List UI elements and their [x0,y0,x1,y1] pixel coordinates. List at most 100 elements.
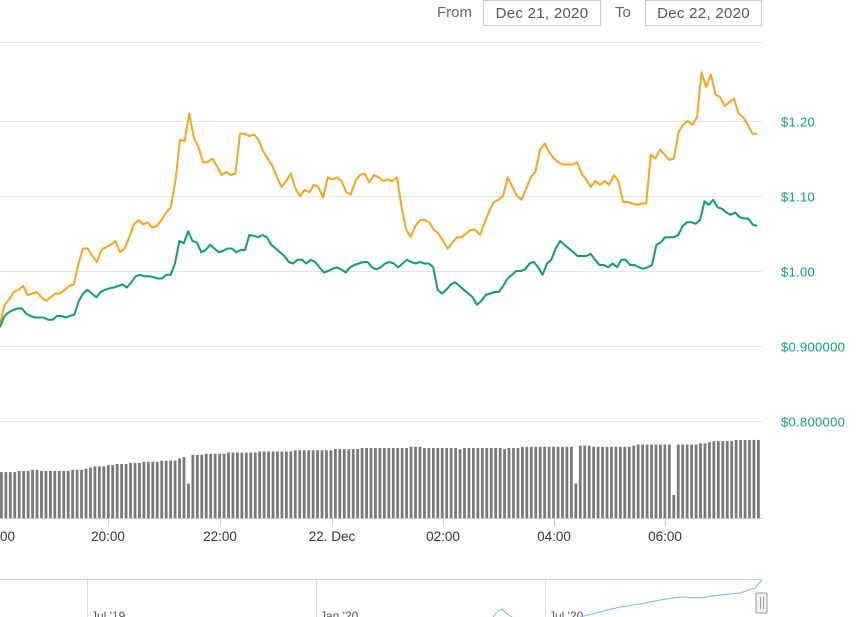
volume-bar [75,469,79,518]
to-date-input[interactable]: Dec 22, 2020 [645,0,762,26]
volume-bar [627,446,631,518]
volume-bar [552,446,555,518]
volume-bar [543,446,547,518]
price-series[interactable] [0,71,758,328]
volume-bar [276,451,279,518]
volume-bar [316,450,319,518]
volume-bar [378,447,382,518]
x-tick-label: 20:00 [91,529,125,544]
volume-bar [351,449,355,518]
volume-bar [725,441,729,518]
volume-bar [262,451,266,518]
volume-bar [146,461,150,518]
volume-bar [618,446,622,518]
volume-bar [556,446,560,518]
volume-bar [347,449,351,518]
volume-bar [716,441,720,518]
volume-bar [489,447,493,518]
volume-bar [445,447,449,518]
grid-lines [0,42,762,422]
volume-bar [699,443,702,518]
volume-bar [240,452,244,518]
volume-bar [512,447,515,518]
volume-bar [62,470,66,518]
volume-bar [182,457,186,518]
volume-bar [578,445,582,518]
volume-bar [311,450,315,518]
x-tick-label: 06:00 [648,529,682,544]
volume-bar [565,446,569,518]
volume-bar [209,453,213,518]
volume-bar [173,460,177,518]
volume-bar [583,445,587,518]
volume-bar [164,460,168,518]
from-date-input[interactable]: Dec 21, 2020 [483,0,601,26]
volume-bar [587,445,591,518]
volume-bar [89,467,92,518]
volume-bar [66,470,70,518]
volume-bar [329,450,333,518]
volume-bar [690,444,694,518]
volume-bar [547,446,551,518]
volume-bar [138,462,141,518]
volume-bar [387,447,391,518]
volume-bar [440,447,444,518]
volume-bar [298,450,302,518]
volume-bar [200,454,204,518]
volume-bar [365,447,368,518]
volume-bar [400,447,404,518]
volume-bar [418,446,422,518]
volume-bar [454,447,457,518]
series-line-orange [0,71,757,324]
volume-bar [672,495,676,518]
volume-bar [155,461,159,518]
volume-bar [338,449,342,518]
volume-bar [610,446,613,518]
volume-bar [293,450,297,518]
volume-bar [13,472,17,518]
volume-bar [676,444,680,518]
volume-bar [249,452,253,518]
navigator[interactable]: Jul '19 Jan '20 Jul '20 [0,579,768,617]
x-tick-label: 04:00 [537,529,571,544]
volume-bar [102,466,106,518]
navigator-label: Jan '20 [320,609,359,617]
volume-bar [111,465,115,518]
volume-bar [409,446,413,518]
volume-bar [302,450,306,518]
volume-bar [44,470,48,518]
volume-bar [632,445,636,518]
volume-bar [307,450,311,518]
volume-bar [739,439,742,518]
volume-bar [681,444,685,518]
volume-bar [396,447,400,518]
volume-bar [525,446,529,518]
volume-bar [236,452,239,518]
volume-bar [178,458,181,518]
volume-bar [507,447,511,518]
volume-bar [467,447,471,518]
volume-bar [80,469,83,518]
volume-bar [271,451,275,518]
volume-bar [498,447,502,518]
volume-bar [449,447,453,518]
volume-bar [227,452,230,518]
volume-bar [641,444,645,518]
volume-bar [569,446,573,518]
volume-bar [485,447,489,518]
volume-bar [8,472,12,518]
volume-bar [284,451,288,518]
volume-bar [721,441,725,518]
volume-bar [22,470,26,518]
volume-bar [516,447,520,518]
volume-bar [659,444,662,518]
x-tick-label: 22. Dec [309,529,356,544]
volume-bar [703,443,707,518]
volume-bar [218,453,221,518]
volume-bar [391,447,395,518]
volume-bar [325,450,328,518]
volume-bar [0,472,3,518]
volume-bar [369,447,373,518]
volume-bar [534,446,538,518]
